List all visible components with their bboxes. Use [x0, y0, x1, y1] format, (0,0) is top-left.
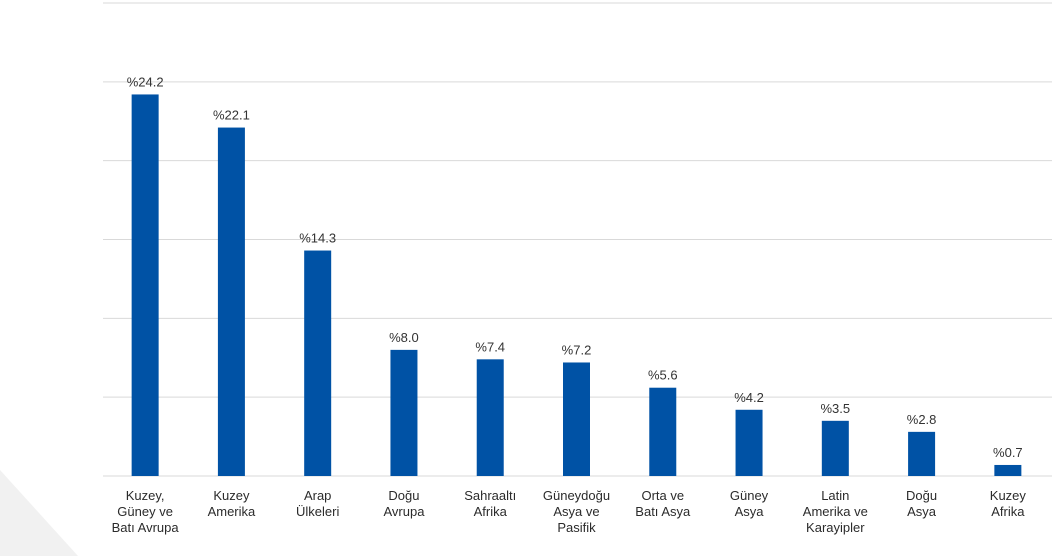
category-label-6: Orta ve Batı Asya	[635, 488, 691, 519]
value-label-10: %0.7	[993, 445, 1023, 460]
category-label-7: Güney Asya	[730, 488, 769, 519]
category-label-0: Kuzey, Güney ve Batı Avrupa	[112, 488, 180, 535]
bar-3	[390, 349, 418, 476]
bar-1	[217, 127, 245, 476]
value-label-4: %7.4	[475, 339, 505, 354]
bar-2	[304, 250, 332, 476]
bars	[131, 94, 1022, 477]
bar-0	[131, 94, 159, 477]
value-labels: %24.2 %22.1 %14.3 %8.0 %7.4 %7.2 %5.6 %4.2 %3.5%…	[127, 74, 1023, 460]
value-label-7: %4.2	[734, 390, 764, 405]
category-labels: Kuzey, Güney ve Batı Avrupa Kuzey Amerika Ara…	[112, 488, 1027, 535]
bar-9	[908, 431, 936, 476]
value-label-2: %14.3	[299, 231, 336, 246]
value-label-5: %7.2	[562, 342, 592, 357]
bar-5	[563, 362, 590, 476]
category-label-5: Güneydoğu Asya ve Pasifik	[543, 488, 610, 535]
bar-7	[735, 409, 763, 476]
value-label-9: %2.8	[907, 412, 937, 427]
bar-10	[994, 464, 1022, 476]
bar-8	[821, 420, 849, 476]
category-label-4: Sahraaltı Afrika	[464, 488, 516, 519]
category-label-3: Doğu Avrupa	[383, 488, 425, 519]
value-label-3: %8.0	[389, 330, 419, 345]
category-label-2: Arap Ülkeleri	[296, 488, 339, 519]
category-label-8: Latin Amerika ve Karayipler	[803, 488, 868, 535]
bar-6	[649, 387, 677, 476]
bar-4	[476, 359, 504, 476]
value-label-8: %3.5	[820, 401, 850, 416]
category-label-10: Kuzey Afrika	[990, 488, 1027, 519]
category-label-1: Kuzey Amerika	[208, 488, 256, 519]
value-label-0: %24.2	[127, 74, 164, 89]
category-label-9: Doğu Asya	[906, 488, 937, 519]
value-label-6: %5.6	[648, 368, 678, 383]
value-label-1: %22.1	[213, 108, 250, 123]
